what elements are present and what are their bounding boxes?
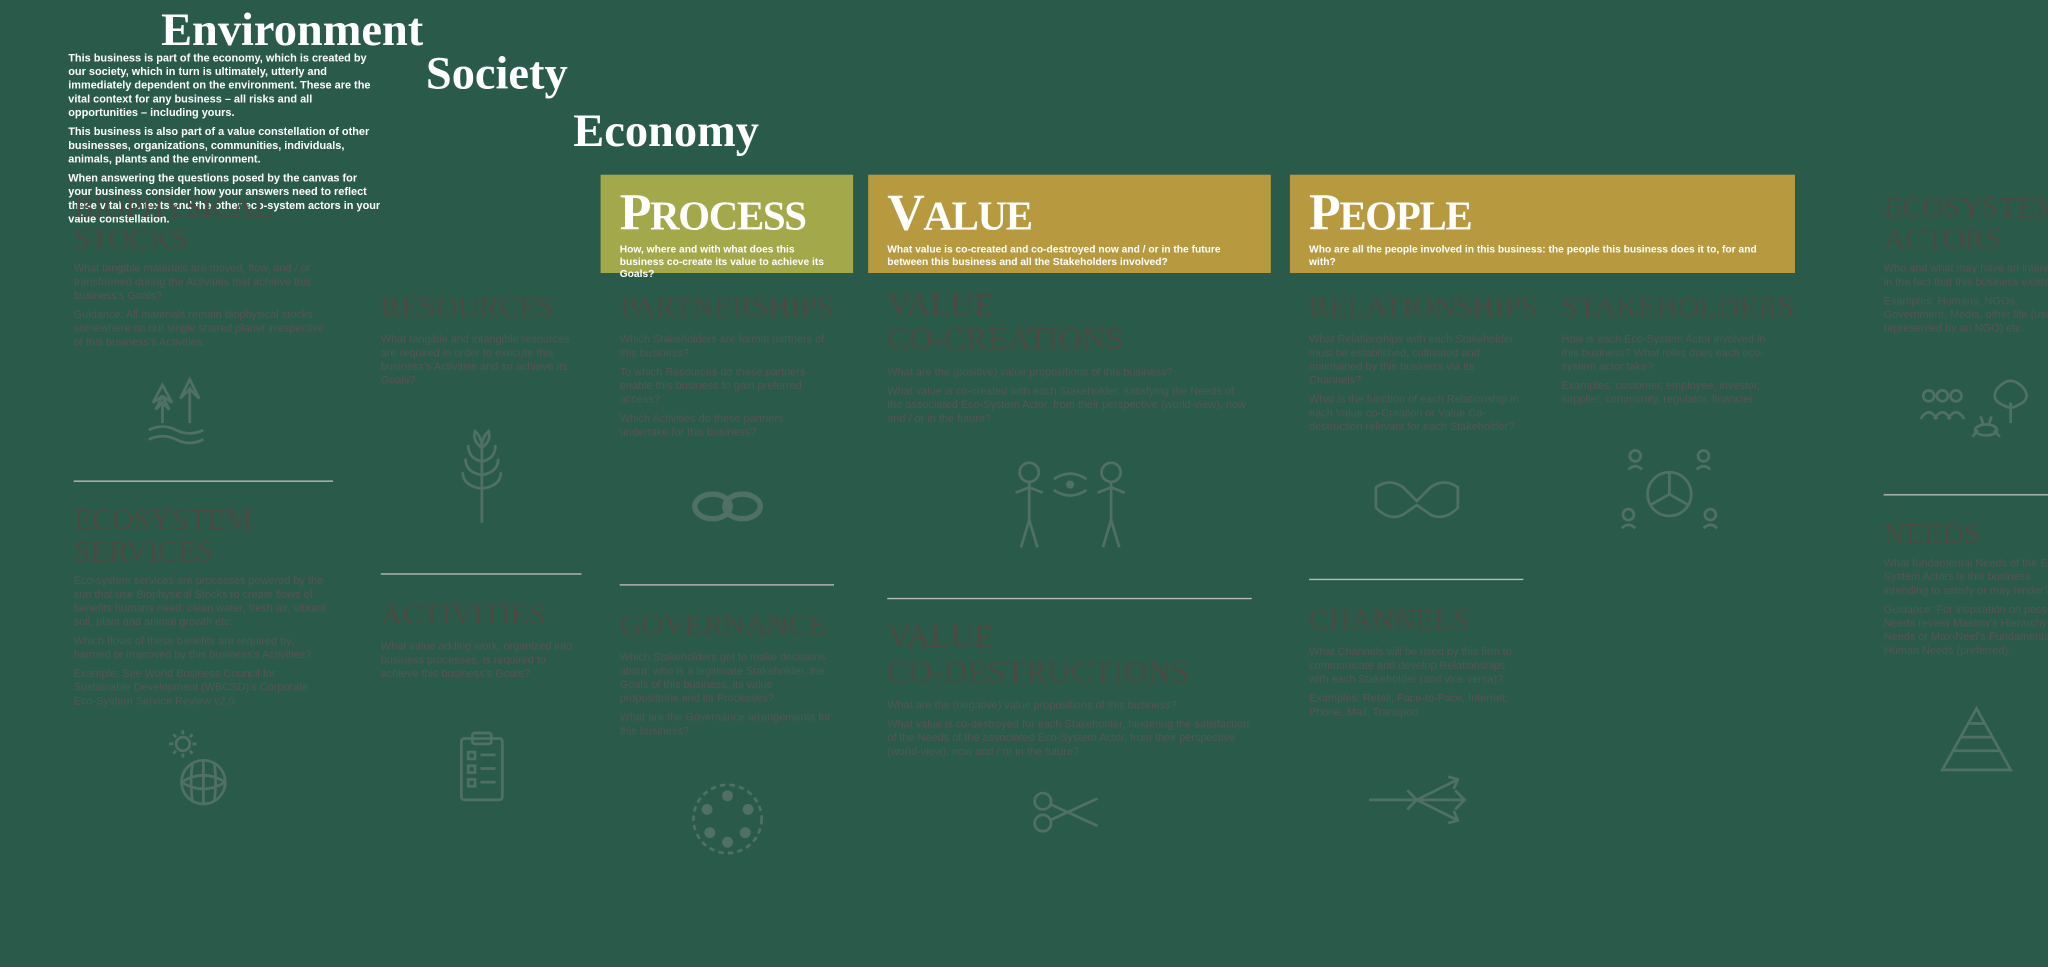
- relationships-p2: What is the function of each Relationshi…: [1309, 393, 1523, 434]
- block-activities: ACTIVITIES What value adding work, organ…: [362, 580, 601, 861]
- channels-p2: Examples: Retail, Face-to-Face, Internet…: [1309, 692, 1523, 719]
- partnerships-title: PARTNERSHIPS: [620, 289, 834, 324]
- partnerships-p1: Which Stakeholders are formal partners o…: [620, 333, 834, 360]
- biophysical-stocks-p1: What tangible materials are moved, flow,…: [74, 262, 333, 303]
- sun-globe-icon: [74, 714, 333, 823]
- value-header-sub: What value is co-created and co-destroye…: [887, 243, 1251, 268]
- environment-desc-2: This business is also part of a value co…: [68, 126, 382, 167]
- people-circle-icon: [620, 744, 834, 894]
- process-header: PROCESS How, where and with what does th…: [601, 175, 854, 273]
- biophysical-stocks-p2: Guidance: All materials remain biophysic…: [74, 309, 333, 350]
- block-stakeholders: STAKEHOLDERS How is each Eco-System Acto…: [1542, 273, 1795, 573]
- value-codestructions-title: VALUECO-DESTRUCTIONS: [887, 622, 1251, 691]
- environment-desc-1: This business is part of the economy, wh…: [68, 52, 382, 120]
- needs-p1: What fundamental Needs of the Eco-System…: [1884, 557, 2048, 598]
- divider: [74, 481, 333, 482]
- ecosystem-actors-p2: Examples: Humans, NGOs, Government, Medi…: [1884, 295, 2048, 336]
- value-header: VALUE What value is co-created and co-de…: [868, 175, 1271, 273]
- biophysical-stocks-title: BIOPHYSICAL STOCKS: [74, 191, 333, 254]
- governance-title: GOVERNANCE: [620, 607, 834, 642]
- arrows-spread-icon: [1309, 725, 1523, 875]
- governance-p2: What are the Governance arrangements for…: [620, 711, 834, 738]
- resources-p1: What tangible and intangible resources a…: [381, 333, 582, 388]
- divider: [381, 573, 582, 574]
- ecosystem-services-title: ECOSYSTEM SERVICES: [74, 504, 333, 567]
- divider: [887, 598, 1251, 599]
- value-cocreations-title: VALUECO-CREATIONS: [887, 289, 1251, 358]
- people-tree-icon: [1884, 342, 2048, 479]
- divider: [620, 584, 834, 585]
- ecosystem-services-p3: Example: See World Business Council for …: [74, 668, 333, 709]
- channels-title: CHANNELS: [1309, 602, 1523, 637]
- relationships-title: RELATIONSHIPS: [1309, 289, 1523, 324]
- pyramid-icon: [1884, 664, 2048, 814]
- society-title: Society: [426, 49, 568, 101]
- people-header: PEOPLE Who are all the people involved i…: [1290, 175, 1795, 273]
- block-value-cocreations: VALUECO-CREATIONS What are the (positive…: [868, 273, 1271, 593]
- relationships-p1: What Relationships with each Stakeholder…: [1309, 333, 1523, 388]
- trees-water-icon: [74, 355, 333, 464]
- block-ecosystem-services: ECOSYSTEM SERVICES Eco-system services a…: [55, 488, 353, 835]
- block-ecosystem-actors: ECOSYSTEM ACTORS Who and what may have a…: [1865, 175, 2048, 489]
- partnerships-p3: Which Activities do these partners under…: [620, 412, 834, 439]
- stakeholders-p1: How is each Eco-System Actor involved in…: [1562, 333, 1776, 374]
- block-needs: NEEDS What fundamental Needs of the Eco-…: [1865, 501, 2048, 825]
- value-cocreations-p2: What value is co-created with each Stake…: [887, 385, 1251, 426]
- people-header-sub: Who are all the people involved in this …: [1309, 243, 1776, 268]
- resources-title: RESOURCES: [381, 289, 582, 324]
- block-value-codestructions: VALUECO-DESTRUCTIONS What are the (negat…: [868, 605, 1271, 870]
- ecosystem-actors-title: ECOSYSTEM ACTORS: [1884, 191, 2048, 254]
- governance-p1: Which Stakeholders get to make decisions…: [620, 651, 834, 706]
- pie-people-icon: [1562, 412, 1776, 562]
- process-header-title: ROCESS: [650, 194, 806, 239]
- partnerships-p2: To which Resources do these partners ena…: [620, 366, 834, 407]
- value-codestructions-p1: What are the (negative) value propositio…: [887, 699, 1251, 713]
- value-header-title: ALUE: [923, 194, 1031, 239]
- divider: [1884, 494, 2048, 495]
- stakeholders-title: STAKEHOLDERS: [1562, 289, 1776, 324]
- divider: [1309, 579, 1523, 580]
- clipboard-icon: [381, 687, 582, 851]
- needs-p2: Guidance: For inspiration on possible Ne…: [1884, 604, 2048, 659]
- economy-title: Economy: [573, 106, 759, 158]
- ecosystem-actors-p1: Who and what may have an interest in the…: [1884, 262, 2048, 289]
- scissors-icon: [887, 764, 1251, 860]
- block-channels: CHANNELS What Channels will be used by t…: [1290, 586, 1543, 886]
- wheat-icon: [381, 393, 582, 557]
- block-partnerships: PARTNERSHIPS Which Stakeholders are form…: [601, 273, 854, 579]
- value-cocreations-p1: What are the (positive) value propositio…: [887, 366, 1251, 380]
- ecosystem-services-p2: Which flows of these benefits are requir…: [74, 635, 333, 662]
- activities-title: ACTIVITIES: [381, 597, 582, 632]
- value-codestructions-p2: What value is co-destroyed for each Stak…: [887, 718, 1251, 759]
- ecosystem-services-p1: Eco-system services are processes powere…: [74, 575, 333, 630]
- people-header-title: EOPLE: [1339, 194, 1471, 239]
- activities-p1: What value adding work, organized into b…: [381, 640, 582, 681]
- needs-title: NEEDS: [1884, 518, 2048, 550]
- block-resources: RESOURCES What tangible and intangible r…: [362, 273, 601, 568]
- two-people-exchange-icon: [887, 432, 1251, 582]
- channels-p1: What Channels will be used by this firm …: [1309, 646, 1523, 687]
- environment-title: Environment: [161, 5, 423, 57]
- stakeholders-p2: Examples: customer, employee, investor, …: [1562, 379, 1776, 406]
- block-biophysical-stocks: BIOPHYSICAL STOCKS What tangible materia…: [55, 175, 353, 476]
- chain-links-icon: [620, 445, 834, 568]
- handshake-icon: [1309, 440, 1523, 563]
- block-governance: GOVERNANCE Which Stakeholders get to mak…: [601, 591, 854, 905]
- block-relationships: RELATIONSHIPS What Relationships with ea…: [1290, 273, 1543, 573]
